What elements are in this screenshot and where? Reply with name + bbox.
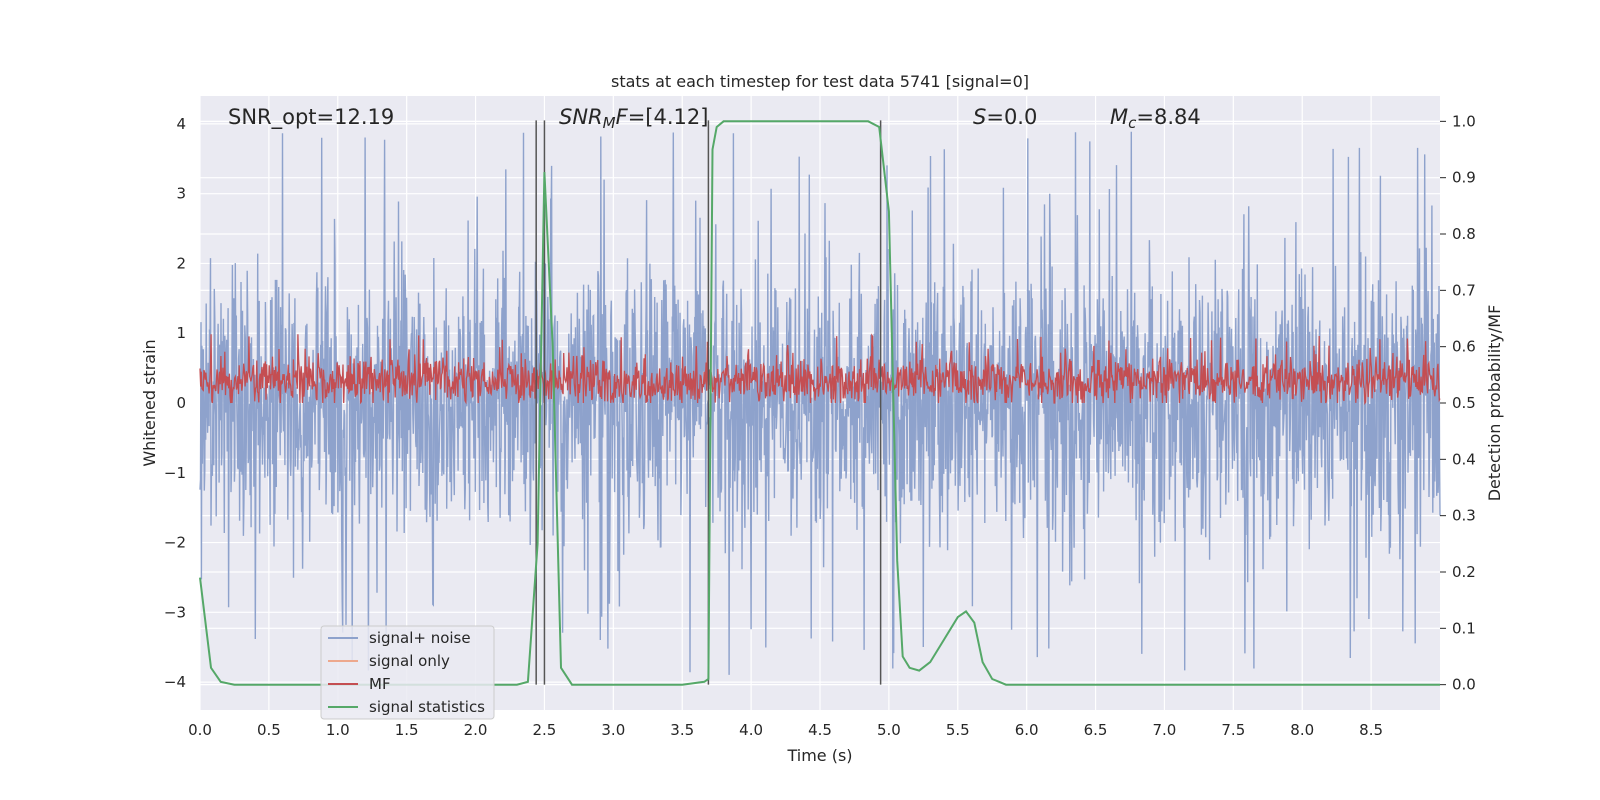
series-signal-noise <box>199 131 1441 675</box>
x-tick-label: 1.5 <box>395 721 419 739</box>
y-right-axis-label: Detection probability/MF <box>1485 305 1504 502</box>
x-axis-label: Time (s) <box>786 746 852 765</box>
y-right-tick-label: 0.7 <box>1452 281 1476 299</box>
annotation-s-label: S <box>973 105 986 129</box>
x-tick-label: 2.5 <box>533 721 557 739</box>
x-tick-label: 5.5 <box>946 721 970 739</box>
y-left-tick-label: 4 <box>176 115 186 133</box>
y-left-tick-label: −1 <box>164 464 186 482</box>
annotation-mc-main: M <box>1110 105 1128 129</box>
x-tick-label: 4.5 <box>808 721 832 739</box>
annotation-mc-sub: c <box>1128 114 1137 132</box>
chart-title: stats at each timestep for test data 574… <box>611 72 1029 91</box>
series-line-mf <box>199 333 1441 405</box>
legend-label-signal-noise: signal+ noise <box>369 629 471 647</box>
series-line-signal-noise <box>199 131 1441 675</box>
y-right-tick-label: 0.9 <box>1452 169 1476 187</box>
legend-label-signal-only: signal only <box>369 652 450 670</box>
annotation-snr-opt: SNR_opt=12.19 <box>228 105 394 130</box>
y-right-tick-label: 0.3 <box>1452 507 1476 525</box>
y-left-tick-label: −2 <box>164 534 186 552</box>
x-tick-label: 6.0 <box>1015 721 1039 739</box>
annotation-mc: Mc=8.84 <box>1110 105 1201 132</box>
legend-box <box>320 625 495 720</box>
y-left-tick-label: 3 <box>176 185 186 203</box>
y-left-tick-label: −4 <box>164 673 186 691</box>
legend-label-mf: MF <box>369 675 391 693</box>
x-tick-label: 4.0 <box>739 721 763 739</box>
y-left-tick-label: 2 <box>176 254 186 272</box>
y-right-tick-label: 0.4 <box>1452 450 1476 468</box>
y-right-tick-label: 0.6 <box>1452 338 1476 356</box>
series-mf <box>199 333 1441 405</box>
annotation-snr-mf-sub: M <box>603 114 616 132</box>
x-tick-label: 8.0 <box>1290 721 1314 739</box>
y-right-tick-label: 0.2 <box>1452 563 1476 581</box>
annotation-snr-mf-rest: =[4.12] <box>628 105 709 129</box>
x-tick-label: 0.5 <box>257 721 281 739</box>
y-right-tick-labels: 1.0 0.9 0.8 0.7 0.6 0.5 0.4 0.3 0.2 0.1 0.0 <box>1440 112 1476 694</box>
x-tick-label: 3.0 <box>601 721 625 739</box>
y-left-tick-label: 0 <box>176 394 186 412</box>
x-tick-labels: 0.0 0.5 1.0 1.5 2.0 2.5 3.0 3.5 4.0 4.5 5.0 5.5 6.0 6… <box>188 721 1383 739</box>
legend-label-signal-statistics: signal statistics <box>369 698 485 716</box>
y-left-axis-label: Whitened strain <box>140 339 159 466</box>
annotation-s-value: =0.0 <box>986 105 1037 129</box>
legend: signal+ noise signal only MF signal stat… <box>320 625 495 720</box>
x-tick-label: 6.5 <box>1084 721 1108 739</box>
y-left-tick-label: 1 <box>176 324 186 342</box>
x-tick-label: 7.5 <box>1221 721 1245 739</box>
y-right-tick-label: 1.0 <box>1452 112 1476 130</box>
annotation-snr-mf-main: SNR <box>559 105 603 129</box>
x-tick-label: 5.0 <box>877 721 901 739</box>
x-tick-label: 8.5 <box>1359 721 1383 739</box>
annotation-snr-mf-rest-f: F <box>616 105 629 129</box>
y-left-tick-label: −3 <box>164 603 186 621</box>
annotation-snr-mf: SNRMF=[4.12] <box>559 105 708 132</box>
y-right-tick-label: 0.1 <box>1452 619 1476 637</box>
x-tick-label: 7.0 <box>1153 721 1177 739</box>
y-left-tick-labels: 4 3 2 1 0 −1 −2 −3 −4 <box>164 115 186 691</box>
y-right-tick-label: 0.0 <box>1452 676 1476 694</box>
x-tick-label: 2.0 <box>464 721 488 739</box>
x-tick-label: 0.0 <box>188 721 212 739</box>
annotation-mc-value: =8.84 <box>1136 105 1200 129</box>
x-tick-label: 1.0 <box>326 721 350 739</box>
y-right-tick-label: 0.5 <box>1452 394 1476 412</box>
annotation-s: S=0.0 <box>973 105 1037 129</box>
x-tick-label: 3.5 <box>670 721 694 739</box>
y-right-tick-label: 0.8 <box>1452 225 1476 243</box>
